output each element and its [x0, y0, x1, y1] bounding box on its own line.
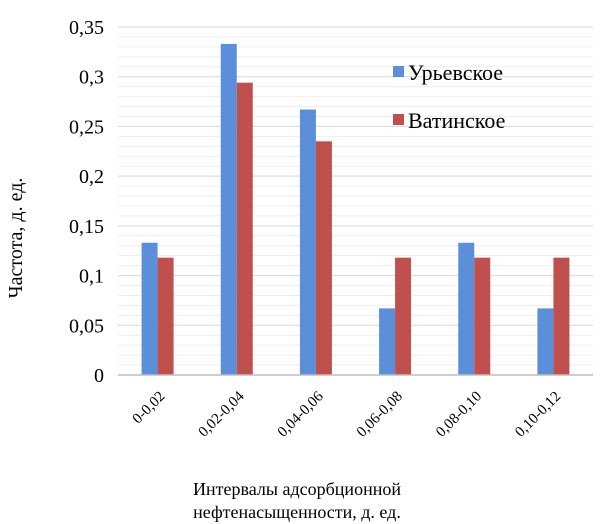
y-axis-label: Частота, д. ед.	[5, 178, 27, 299]
x-tick-label: 0,10-0,12	[512, 389, 564, 441]
legend-label-urievskoe: Урьевское	[408, 60, 503, 85]
x-tick-label: 0,08-0,10	[433, 389, 485, 441]
bar-urievskoe-4	[458, 242, 475, 375]
bar-urievskoe-0	[141, 242, 158, 375]
gridlines	[118, 26, 593, 376]
x-tick-label: 0,02-0,04	[196, 388, 248, 440]
x-tick-label: 0,04-0,06	[275, 388, 327, 440]
legend-swatch-urievskoe	[393, 66, 404, 77]
y-axis-ticks: 0 0,05 0,1 0,15 0,2 0,25 0,3 0,35	[69, 17, 104, 387]
bar-vatinskoe-2	[315, 141, 332, 375]
bar-vatinskoe-1	[236, 82, 253, 376]
y-tick-label: 0,25	[69, 116, 104, 138]
x-tick-label: 0-0,02	[130, 389, 169, 428]
y-tick-label: 0,2	[79, 166, 104, 188]
bar-vatinskoe-4	[474, 257, 491, 375]
x-tick-label: 0,06-0,08	[354, 389, 406, 441]
bar-urievskoe-5	[537, 308, 554, 375]
bar-urievskoe-1	[220, 43, 237, 375]
bar-urievskoe-2	[299, 109, 316, 376]
legend-swatch-vatinskoe	[393, 114, 404, 125]
x-axis-ticks: 0-0,02 0,02-0,04 0,04-0,06 0,06-0,08 0,08-0,…	[130, 388, 565, 440]
x-axis-label-line-1: Интервалы адсорбционной	[193, 479, 401, 499]
y-tick-label: 0	[94, 365, 104, 387]
bar-urievskoe-3	[379, 308, 396, 375]
y-tick-label: 0,05	[69, 315, 104, 337]
y-tick-label: 0,1	[79, 266, 104, 288]
bars	[141, 43, 570, 376]
bar-vatinskoe-5	[553, 257, 570, 375]
legend: Урьевское Ватинское	[393, 60, 505, 133]
x-axis-label-line-2: нефтенасыщенности, д. ед.	[193, 502, 401, 522]
y-tick-label: 0,15	[69, 216, 104, 238]
y-tick-label: 0,3	[79, 67, 104, 89]
legend-label-vatinskoe: Ватинское	[408, 108, 505, 133]
y-tick-label: 0,35	[69, 17, 104, 39]
bar-vatinskoe-0	[157, 257, 174, 375]
bar-vatinskoe-3	[395, 257, 412, 375]
